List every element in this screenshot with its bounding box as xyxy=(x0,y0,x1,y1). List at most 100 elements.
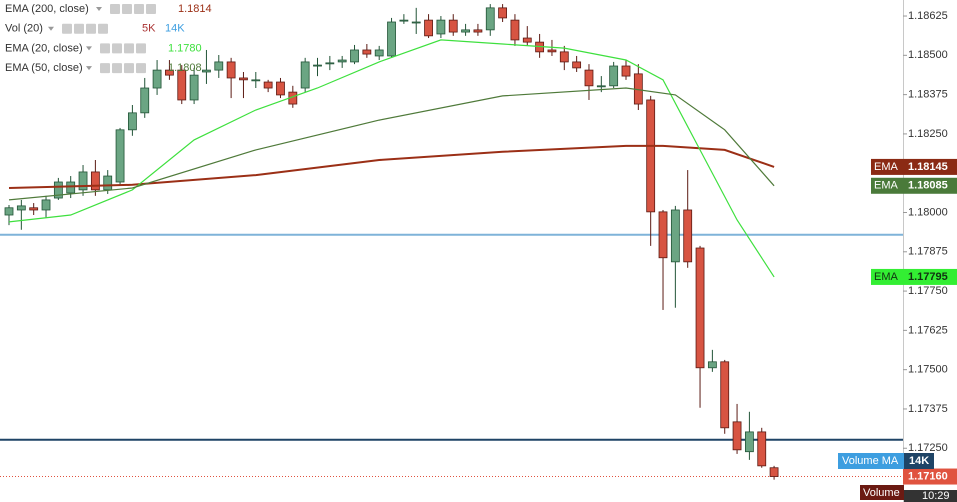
candle-body xyxy=(202,69,211,73)
volume-tag: Volume xyxy=(863,487,900,499)
price-tag-name: EMA xyxy=(874,161,899,173)
price-tag-name: EMA xyxy=(874,271,899,283)
candle-body xyxy=(720,361,730,429)
candle-body xyxy=(424,19,433,37)
candle-body xyxy=(165,69,174,76)
price-tag-value: 1.17795 xyxy=(908,271,948,283)
candle-body xyxy=(4,207,14,216)
candle-body xyxy=(732,421,742,451)
candle-body xyxy=(596,85,606,88)
candle-body xyxy=(374,49,384,57)
legend-icon xyxy=(62,23,72,34)
candle-body xyxy=(140,87,150,114)
candle-body xyxy=(337,59,347,63)
candle-body xyxy=(214,61,224,71)
candle-body xyxy=(572,61,582,69)
candle-body xyxy=(300,61,310,89)
y-tick-label: 1.17625 xyxy=(908,324,948,336)
volume-ma-value-bg xyxy=(904,453,934,469)
candle-body xyxy=(115,129,125,183)
volume-ma-value: 14K xyxy=(909,455,929,467)
candle-body xyxy=(658,211,668,259)
price-tag-value: 1.18145 xyxy=(908,161,948,173)
legend-value: 1.1814 xyxy=(178,3,212,15)
price-tag-bg xyxy=(871,158,957,175)
y-tick-label: 1.18500 xyxy=(908,49,948,61)
candle-body xyxy=(448,19,458,33)
candle-body xyxy=(226,61,236,79)
candle-body xyxy=(411,21,421,24)
candle-body xyxy=(251,79,261,82)
legend-name: EMA (200, close) xyxy=(5,3,89,15)
legend-icon xyxy=(98,23,108,34)
price-tag-bg xyxy=(871,268,957,285)
candle-body xyxy=(90,171,100,191)
candle-body xyxy=(584,69,594,87)
legend-icon xyxy=(124,63,134,74)
candle-body xyxy=(485,7,495,31)
candle-body xyxy=(646,99,656,213)
volume-ma-tag: Volume MA xyxy=(842,455,899,467)
legend-dropdown xyxy=(96,7,102,11)
price-tag-value: 1.18085 xyxy=(908,180,948,192)
legend-icon xyxy=(112,43,122,54)
candle-body xyxy=(41,199,51,211)
legend-icon xyxy=(110,4,120,14)
volume-ma-value-legend: 14K xyxy=(165,23,185,35)
legend-icon xyxy=(136,63,146,74)
y-tick-label: 1.17875 xyxy=(908,246,948,258)
candle-body xyxy=(66,181,76,194)
candle-body xyxy=(547,49,557,53)
candle-body xyxy=(707,361,717,369)
candle-body xyxy=(399,19,409,22)
legend-dropdown xyxy=(48,26,54,31)
candle-body xyxy=(53,181,63,199)
candle-body xyxy=(670,209,680,263)
candle-body xyxy=(621,65,631,77)
y-tick-label: 1.18000 xyxy=(908,206,948,218)
legend-name: EMA (20, close) xyxy=(5,42,83,54)
legend-icon xyxy=(100,43,110,54)
y-tick-label: 1.18625 xyxy=(908,10,948,22)
y-tick-label: 1.17375 xyxy=(908,403,948,415)
volume-tag-bg xyxy=(860,485,904,500)
candle-body xyxy=(522,37,532,43)
candle-body xyxy=(152,69,162,89)
candle-body xyxy=(473,29,483,33)
legend-icon xyxy=(74,23,84,34)
candle-body xyxy=(695,247,705,369)
legend-icon xyxy=(122,4,132,14)
price-tag-bg xyxy=(871,177,957,194)
y-tick-label: 1.17250 xyxy=(908,442,948,454)
legend-value: 1.1780 xyxy=(168,42,202,54)
legend-icon xyxy=(100,63,110,74)
legend-icon xyxy=(134,4,144,14)
candle-body xyxy=(16,205,26,211)
legend-icon xyxy=(112,63,122,74)
legend-value: 1.1808 xyxy=(168,62,202,74)
price-tag-value: 1.17160 xyxy=(908,470,948,482)
legend-icon xyxy=(136,43,146,54)
candle-body xyxy=(325,62,335,65)
legend-dropdown xyxy=(86,66,92,71)
price-tag-name: EMA xyxy=(874,180,899,192)
candle-body xyxy=(745,431,754,453)
candle-body xyxy=(757,431,767,467)
legend-icon xyxy=(86,23,96,34)
y-tick-label: 1.18250 xyxy=(908,128,948,140)
legend-dropdown xyxy=(86,46,92,51)
candle-body xyxy=(127,112,137,131)
candle-body xyxy=(189,74,199,101)
y-tick-label: 1.17750 xyxy=(908,285,948,297)
candle-body xyxy=(362,49,372,55)
time-label: 10:29 xyxy=(922,490,950,502)
candle-body xyxy=(436,19,446,35)
candle-body xyxy=(683,209,693,263)
price-tag-bg xyxy=(903,468,957,485)
candle-body xyxy=(29,207,39,211)
legend-name: EMA (50, close) xyxy=(5,62,83,74)
ema-line xyxy=(8,87,775,201)
candle-body xyxy=(350,49,359,63)
